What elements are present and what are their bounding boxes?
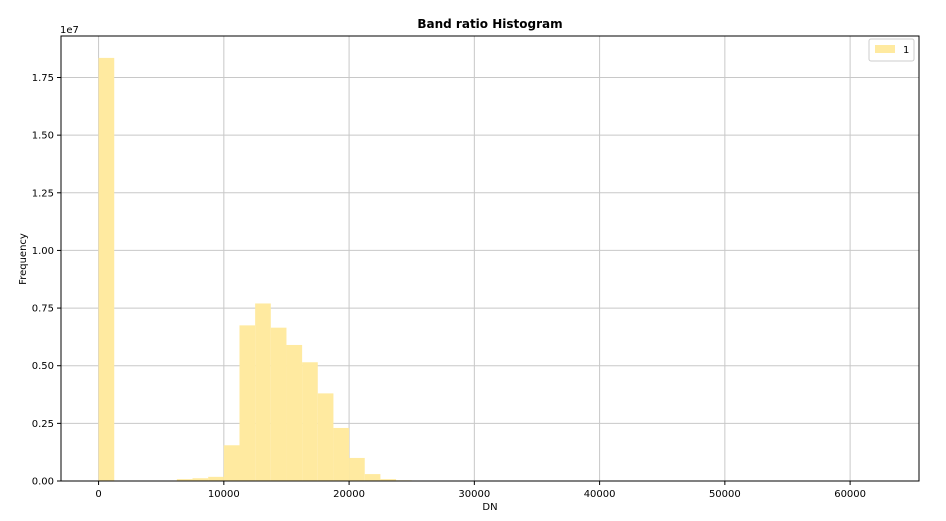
histogram-bar: [270, 327, 287, 481]
legend-label: 1: [903, 45, 909, 56]
y-offset-label: 1e7: [60, 25, 79, 36]
axis-ticks: 0 10000 20000 30000 40000 50000 60000 0.00 0.25 0…: [32, 73, 866, 500]
histogram-bar: [192, 478, 209, 481]
histogram-bar: [208, 476, 224, 481]
plot-area: [60, 35, 920, 482]
histogram-bar: [223, 445, 240, 481]
y-tick-label: 0.50: [32, 361, 54, 372]
legend: 1: [868, 38, 915, 62]
histogram-bar: [333, 427, 350, 481]
y-tick-label: 1.75: [32, 73, 54, 84]
y-tick-label: 0.75: [32, 304, 54, 315]
grid-lines: [61, 36, 919, 482]
x-tick-label: 0: [95, 489, 101, 500]
histogram-bar: [98, 57, 115, 481]
x-tick-label: 50000: [709, 489, 741, 500]
y-tick-label: 0.25: [32, 419, 54, 430]
x-tick-label: 10000: [208, 489, 240, 500]
histogram-bar: [176, 479, 193, 481]
x-axis-label: DN: [482, 502, 497, 513]
chart-title: Band ratio Histogram: [417, 17, 562, 31]
histogram-bar: [286, 344, 303, 481]
histogram-bar: [364, 474, 381, 481]
x-tick-label: 20000: [333, 489, 365, 500]
histogram-bar: [255, 303, 271, 481]
histogram-bar: [239, 325, 256, 481]
histogram-bar: [349, 457, 365, 481]
y-axis-label: Frequency: [18, 233, 29, 285]
x-tick-label: 30000: [458, 489, 490, 500]
y-tick-label: 1.25: [32, 188, 54, 199]
y-tick-label: 1.50: [32, 131, 54, 142]
histogram-bar: [317, 393, 334, 481]
x-tick-label: 40000: [584, 489, 616, 500]
y-tick-label: 1.00: [32, 246, 54, 257]
histogram-bar: [380, 479, 397, 481]
legend-swatch: [875, 45, 895, 53]
x-tick-label: 60000: [834, 489, 866, 500]
histogram-bar: [302, 362, 318, 481]
y-tick-label: 0.00: [32, 477, 54, 488]
histogram-bars: [98, 57, 412, 481]
